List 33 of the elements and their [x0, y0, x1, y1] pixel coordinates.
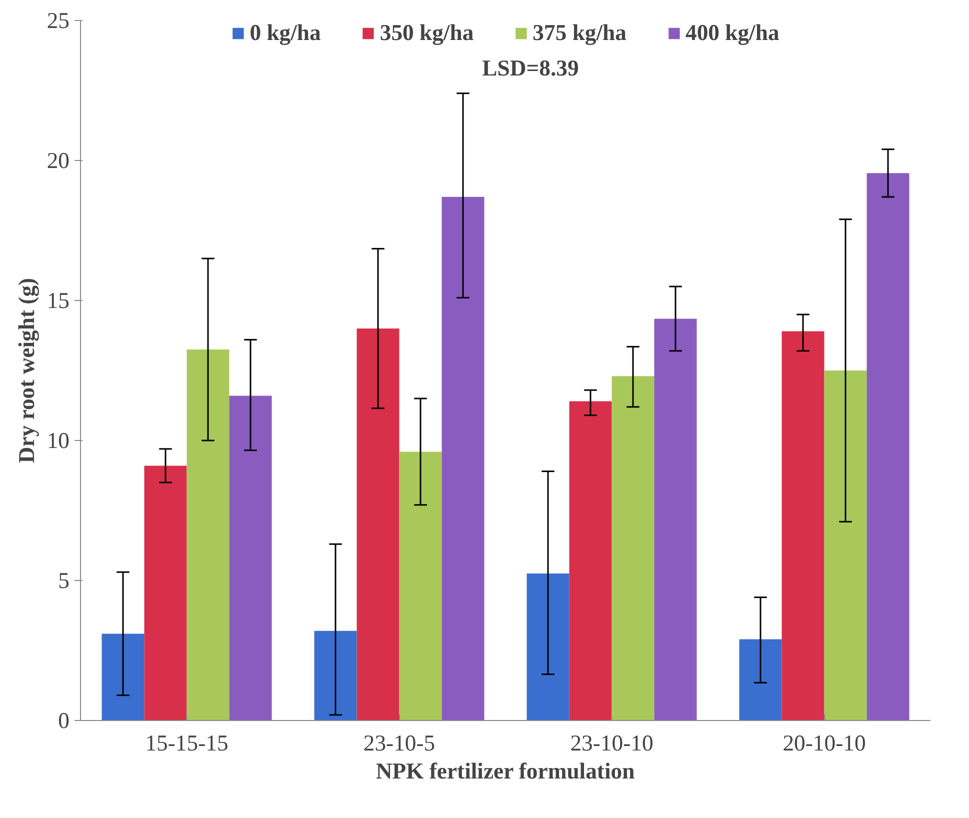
bar	[612, 376, 654, 720]
bar	[399, 452, 442, 720]
bar	[186, 350, 230, 720]
bar	[569, 401, 612, 720]
y-tick-label: 0	[58, 708, 70, 733]
x-tick-label: 20-10-10	[782, 730, 866, 756]
bar	[102, 634, 144, 720]
y-axis-title: Dry root weight (g)	[14, 278, 39, 464]
bar	[866, 173, 910, 720]
x-tick-label: 23-10-10	[570, 730, 654, 756]
legend-label: 0 kg/ha	[250, 20, 321, 46]
x-axis-title: NPK fertilizer formulation	[376, 758, 636, 784]
annotation: LSD=8.39	[482, 56, 579, 80]
y-tick-label: 20	[46, 148, 70, 173]
bar	[526, 574, 570, 720]
bar	[739, 639, 782, 720]
x-tick-label: 15-15-15	[145, 730, 228, 756]
legend-label: 400 kg/ha	[685, 20, 780, 46]
legend-label: 375 kg/ha	[532, 20, 626, 46]
legend-label: 350 kg/ha	[380, 20, 474, 46]
y-tick-label: 25	[46, 8, 70, 33]
bar	[654, 318, 697, 720]
bar	[824, 370, 867, 720]
bar	[442, 196, 484, 720]
bar	[782, 331, 824, 720]
y-tick-label: 10	[46, 428, 70, 453]
bar	[229, 396, 272, 720]
bar	[314, 630, 357, 720]
bar	[356, 328, 400, 720]
y-tick-label: 5	[58, 568, 70, 593]
x-tick-label: 23-10-5	[363, 730, 436, 756]
bar	[144, 466, 187, 720]
y-tick-label: 15	[46, 288, 70, 313]
